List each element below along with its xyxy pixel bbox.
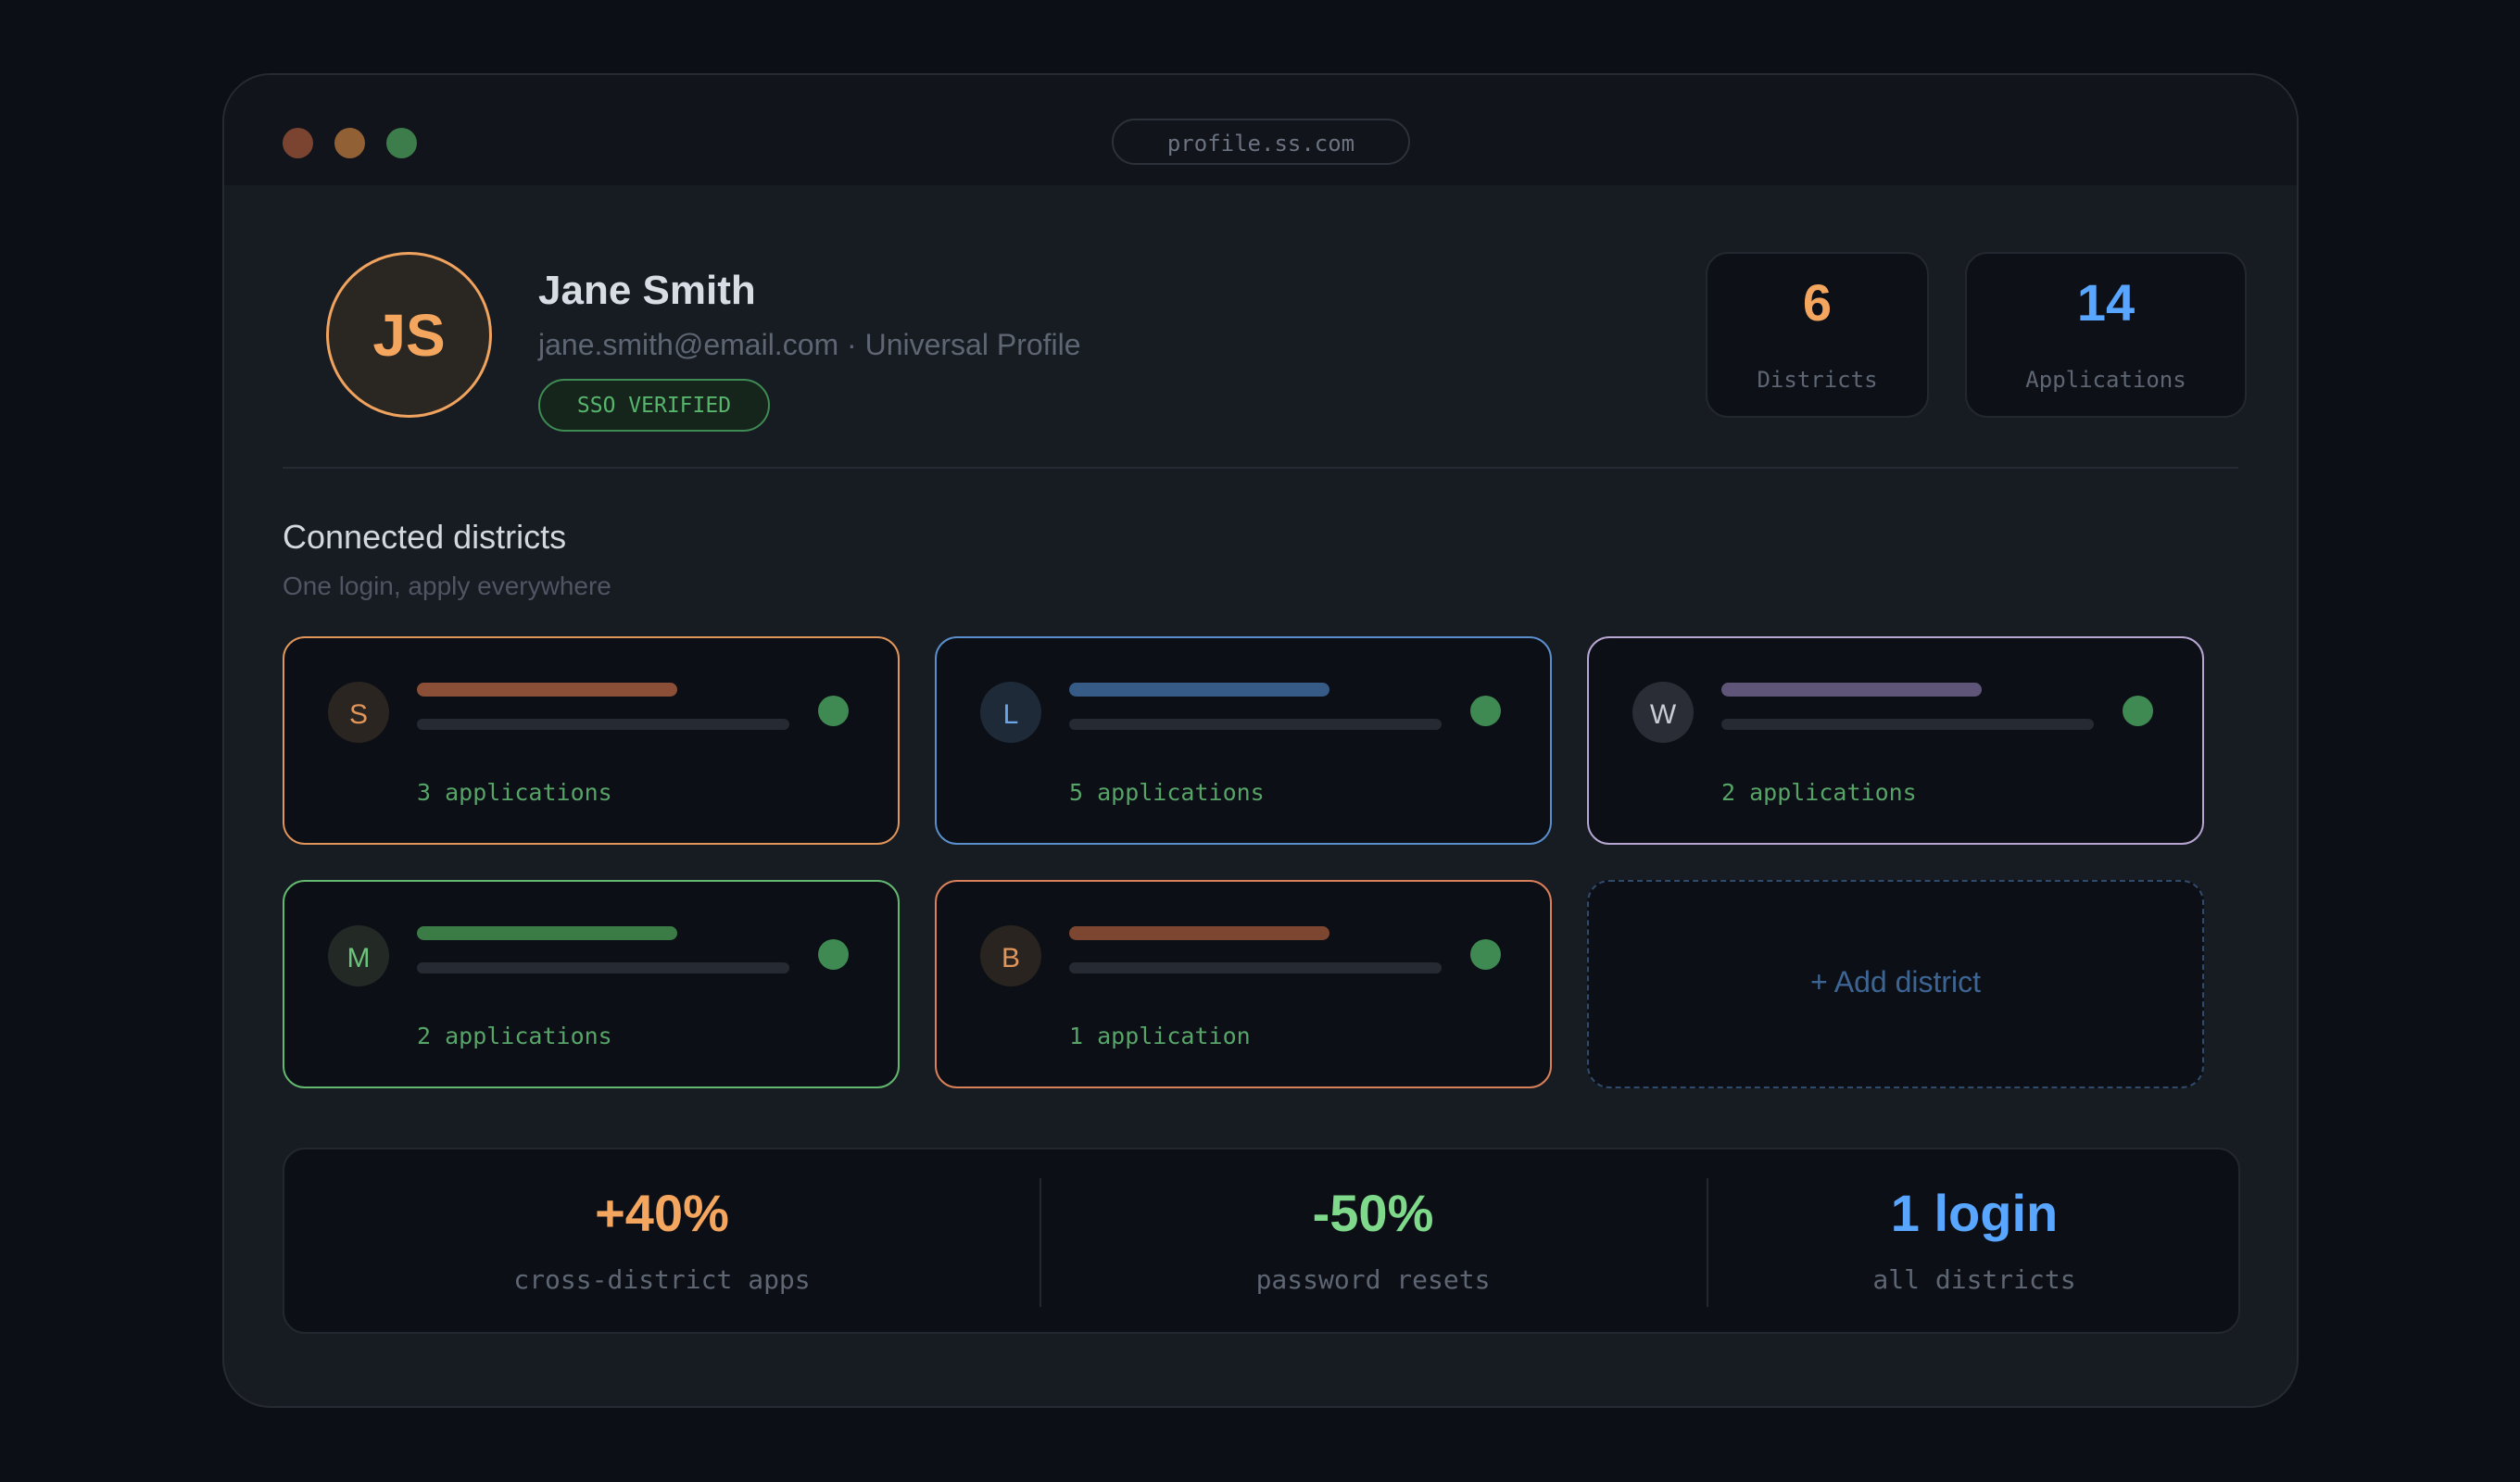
metric-label: all districts [1872,1264,2076,1295]
section-subtitle: One login, apply everywhere [283,571,611,600]
district-name-placeholder [1069,926,1329,940]
applications-stat-card: 14 Applications [1965,252,2247,418]
district-card[interactable]: L 5 applications [935,636,1552,845]
districts-stat-card: 6 Districts [1706,252,1929,418]
district-avatar: M [328,925,389,986]
add-district-button[interactable]: + Add district [1587,880,2204,1088]
metric-value: +40% [595,1184,729,1242]
districts-count: 6 [1802,273,1833,332]
district-applications: 3 applications [417,779,612,806]
district-detail-placeholder [417,962,789,973]
connected-status-dot [818,696,849,726]
metrics-panel: +40% cross-district apps -50% password r… [283,1148,2240,1334]
district-card[interactable]: M 2 applications [283,880,900,1088]
metric-divider [1707,1178,1708,1307]
district-card[interactable]: W 2 applications [1587,636,2204,845]
district-name-placeholder [1069,683,1329,697]
address-bar[interactable]: profile.ss.com [1112,119,1410,165]
profile-name: Jane Smith [538,268,756,313]
metric-divider [1040,1178,1041,1307]
connected-status-dot [2123,696,2153,726]
metric-value: -50% [1312,1184,1434,1242]
connected-status-dot [1470,939,1501,970]
district-name-placeholder [1721,683,1982,697]
district-avatar: B [980,925,1041,986]
header-divider [283,467,2238,469]
district-avatar: W [1632,682,1694,743]
district-avatar: S [328,682,389,743]
district-detail-placeholder [1069,962,1442,973]
title-bar: profile.ss.com [224,75,2297,185]
district-applications: 5 applications [1069,779,1265,806]
district-applications: 2 applications [1721,779,1917,806]
metric-value: 1 login [1890,1184,2059,1242]
applications-stat-label: Applications [2025,367,2186,393]
metric-all-districts: 1 login all districts [1707,1149,2242,1332]
applications-count: 14 [2076,273,2136,332]
metric-label: cross-district apps [513,1264,811,1295]
close-window-button[interactable] [283,128,313,158]
minimize-window-button[interactable] [334,128,365,158]
profile-avatar: JS [326,252,492,418]
maximize-window-button[interactable] [386,128,417,158]
district-card[interactable]: B 1 application [935,880,1552,1088]
district-name-placeholder [417,683,677,697]
district-detail-placeholder [1721,719,2094,730]
profile-subline: jane.smith@email.com · Universal Profile [538,328,1081,361]
connected-status-dot [818,939,849,970]
district-detail-placeholder [1069,719,1442,730]
district-card[interactable]: S 3 applications [283,636,900,845]
connected-status-dot [1470,696,1501,726]
metric-label: password resets [1255,1264,1491,1295]
section-title: Connected districts [283,518,567,556]
browser-window: profile.ss.com JS Jane Smith jane.smith@… [222,73,2299,1408]
district-avatar: L [980,682,1041,743]
metric-cross-district-apps: +40% cross-district apps [284,1149,1040,1332]
metric-password-resets: -50% password resets [1040,1149,1707,1332]
districts-stat-label: Districts [1757,367,1878,393]
district-applications: 1 application [1069,1023,1251,1049]
sso-verified-badge: SSO VERIFIED [538,379,770,432]
district-name-placeholder [417,926,677,940]
district-detail-placeholder [417,719,789,730]
district-applications: 2 applications [417,1023,612,1049]
